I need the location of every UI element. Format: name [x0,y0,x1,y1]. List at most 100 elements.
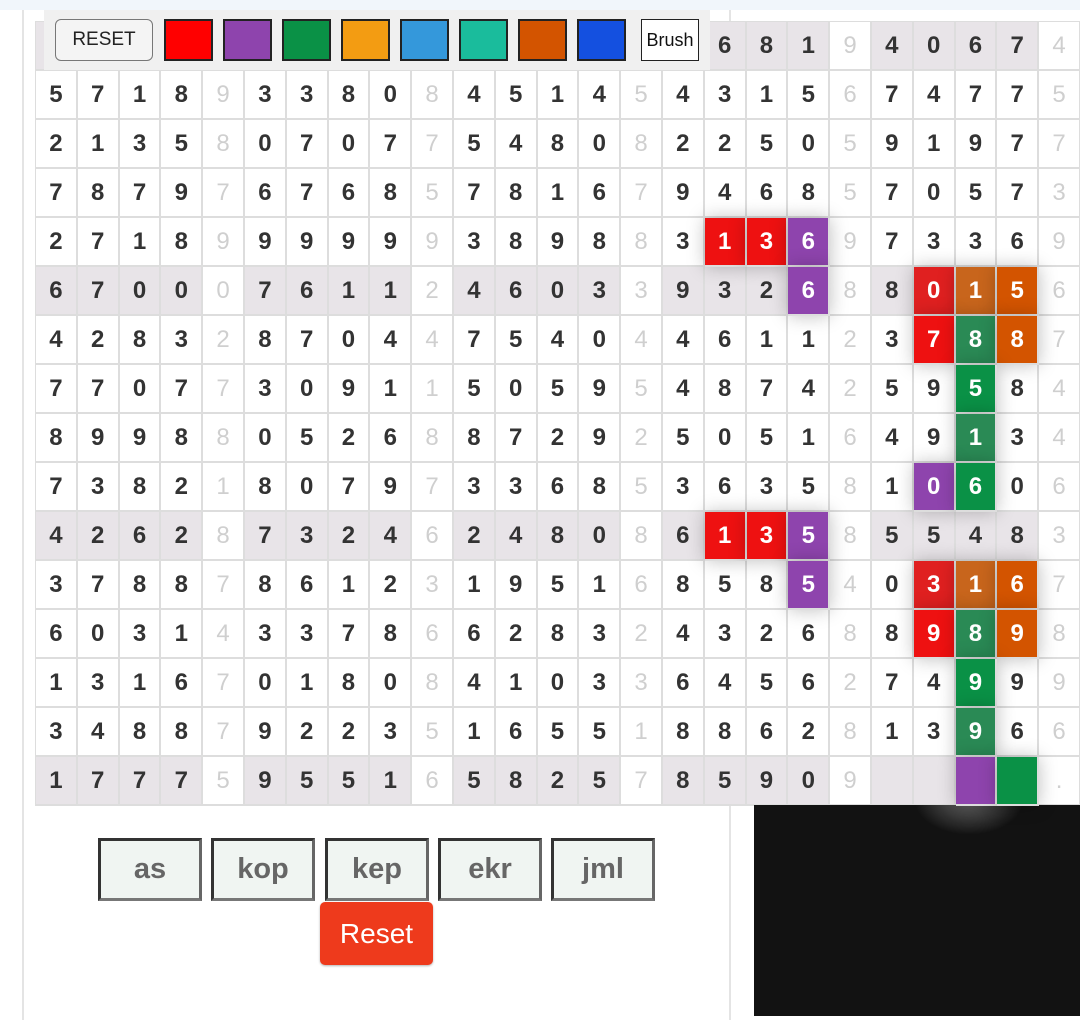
grid-cell[interactable]: 0 [119,267,162,316]
grid-cell[interactable]: 2 [453,512,496,561]
grid-cell[interactable]: 0 [579,120,622,169]
grid-cell[interactable]: 6 [662,512,705,561]
grid-cell[interactable]: 7 [36,463,78,512]
check-digit-cell[interactable]: 5 [1039,71,1080,120]
check-digit-cell[interactable]: 4 [1039,365,1080,414]
check-digit-cell[interactable]: 6 [830,414,872,463]
grid-cell[interactable]: 9 [871,120,914,169]
grid-cell[interactable]: 3 [286,610,329,659]
grid-cell[interactable]: 9 [328,365,371,414]
grid-cell[interactable]: 5 [537,708,580,757]
grid-cell[interactable]: 1 [36,659,78,708]
grid-cell[interactable]: 7 [77,757,120,806]
grid-cell[interactable]: 5 [955,169,998,218]
grid-cell[interactable]: 6 [537,463,580,512]
grid-cell[interactable]: 5 [495,71,538,120]
check-digit-cell[interactable]: 7 [412,120,454,169]
grid-cell[interactable]: 3 [244,365,287,414]
grid-cell[interactable]: 9 [286,218,329,267]
grid-cell[interactable] [913,757,956,806]
grid-cell[interactable]: 3 [579,659,622,708]
grid-cell[interactable]: 5 [871,512,914,561]
grid-cell[interactable]: 3 [119,610,162,659]
check-digit-cell[interactable]: 8 [203,414,245,463]
grid-cell[interactable]: 7 [161,365,204,414]
grid-cell[interactable]: 6 [579,169,622,218]
grid-cell[interactable]: 4 [36,316,78,365]
grid-cell[interactable]: 8 [495,218,538,267]
grid-cell[interactable]: 2 [161,512,204,561]
check-digit-cell[interactable]: 8 [830,267,872,316]
grid-cell[interactable]: 7 [328,463,371,512]
grid-cell[interactable]: 0 [913,463,956,512]
grid-cell[interactable]: 2 [77,512,120,561]
grid-cell[interactable]: 9 [746,757,789,806]
grid-cell[interactable]: 4 [955,512,998,561]
check-digit-cell[interactable]: 2 [830,365,872,414]
check-digit-cell[interactable]: 7 [621,757,663,806]
grid-cell[interactable]: 6 [119,512,162,561]
grid-cell[interactable]: 8 [495,757,538,806]
grid-cell[interactable]: 8 [244,316,287,365]
grid-cell[interactable]: 8 [537,512,580,561]
check-digit-cell[interactable]: 5 [830,169,872,218]
grid-cell[interactable]: 8 [537,120,580,169]
grid-cell[interactable]: 3 [77,659,120,708]
check-digit-cell[interactable]: 2 [412,267,454,316]
grid-cell[interactable]: 6 [704,22,747,71]
check-digit-cell[interactable]: 8 [830,512,872,561]
grid-cell[interactable]: 1 [453,708,496,757]
grid-cell[interactable]: 3 [370,708,413,757]
grid-cell[interactable]: 5 [704,757,747,806]
grid-cell[interactable]: 9 [370,218,413,267]
check-digit-cell[interactable]: 8 [203,512,245,561]
check-digit-cell[interactable]: 8 [830,708,872,757]
grid-cell[interactable]: 7 [286,120,329,169]
grid-cell[interactable]: 8 [453,414,496,463]
check-digit-cell[interactable]: 2 [621,414,663,463]
grid-cell[interactable]: 2 [370,561,413,610]
grid-cell[interactable]: 4 [453,659,496,708]
grid-cell[interactable]: 7 [913,316,956,365]
grid-cell[interactable]: 8 [997,316,1040,365]
grid-cell[interactable]: 2 [704,120,747,169]
grid-cell[interactable]: 1 [746,71,789,120]
grid-cell[interactable]: 0 [537,659,580,708]
grid-cell[interactable]: 5 [537,561,580,610]
check-digit-cell[interactable]: 2 [830,659,872,708]
grid-cell[interactable]: 7 [370,120,413,169]
check-digit-cell[interactable]: 3 [412,561,454,610]
grid-cell[interactable]: 9 [244,218,287,267]
check-digit-cell[interactable]: 7 [412,463,454,512]
grid-cell[interactable]: 8 [997,365,1040,414]
grid-cell[interactable]: 4 [788,365,831,414]
grid-cell[interactable]: 9 [328,218,371,267]
grid-cell[interactable]: 1 [328,561,371,610]
grid-cell[interactable]: 2 [788,708,831,757]
check-digit-cell[interactable]: 2 [203,316,245,365]
grid-cell[interactable]: 3 [871,316,914,365]
grid-cell[interactable]: 9 [579,414,622,463]
as-button[interactable]: as [98,838,202,901]
grid-cell[interactable]: 6 [955,22,998,71]
grid-cell[interactable]: 5 [913,512,956,561]
grid-cell[interactable]: 2 [662,120,705,169]
grid-cell[interactable]: 6 [662,659,705,708]
grid-cell[interactable]: 0 [286,463,329,512]
check-digit-cell[interactable]: 6 [1039,463,1080,512]
grid-cell[interactable]: 4 [370,512,413,561]
check-digit-cell[interactable]: 5 [621,463,663,512]
check-digit-cell[interactable]: 8 [412,659,454,708]
grid-cell[interactable]: 7 [997,71,1040,120]
grid-cell[interactable]: 1 [495,659,538,708]
grid-cell[interactable]: 5 [788,71,831,120]
grid-cell[interactable]: 2 [746,267,789,316]
grid-cell[interactable]: 8 [370,610,413,659]
grid-cell[interactable]: 6 [704,463,747,512]
check-digit-cell[interactable]: 8 [203,120,245,169]
check-digit-cell[interactable]: 4 [621,316,663,365]
grid-cell[interactable]: 1 [871,463,914,512]
grid-cell[interactable]: 6 [244,169,287,218]
grid-cell[interactable]: 0 [871,561,914,610]
grid-cell[interactable]: 3 [286,512,329,561]
